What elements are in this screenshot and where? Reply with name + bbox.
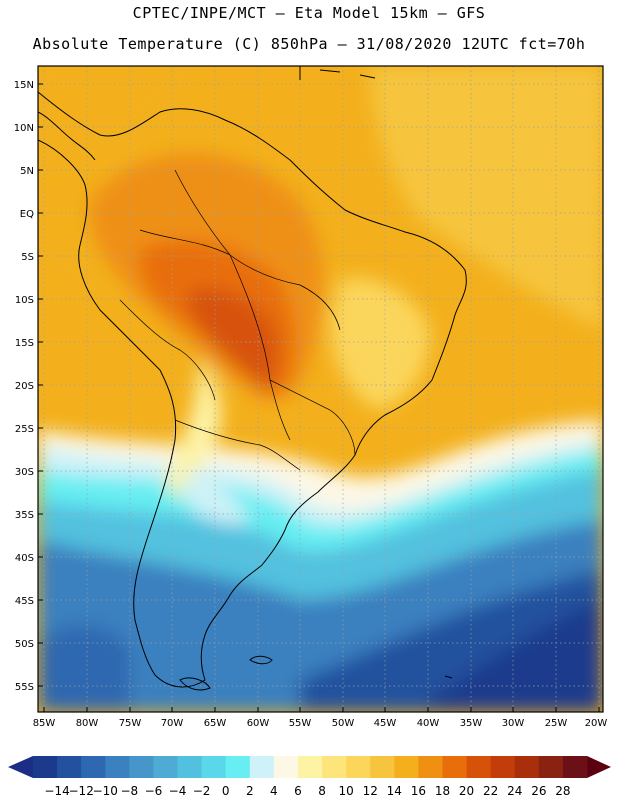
longitude-labels: 85W 80W 75W 70W 65W 60W 55W 50W 45W 40W … (33, 718, 608, 729)
colorbar-low-end (8, 756, 33, 778)
colorbar-swatch (562, 756, 588, 778)
lon-label: 20W (585, 718, 608, 729)
colorbar-swatch (490, 756, 516, 778)
colorbar-swatch (105, 756, 130, 778)
lat-label: 10N (14, 123, 34, 134)
lon-label: 25W (545, 718, 568, 729)
colorbar-label: 10 (338, 784, 353, 798)
colorbar-label: 26 (531, 784, 546, 798)
colorbar-label: −8 (120, 784, 138, 798)
lat-label: 15N (14, 80, 34, 91)
colorbar-high-end (587, 756, 611, 778)
lon-label: 35W (460, 718, 483, 729)
colorbar-label: −14 (44, 784, 69, 798)
colorbar-labels: −14−12−10 −8 −6 −4 −2 0 2 4 6 8 10 12 14 16 18 20 22 24 26… (44, 784, 570, 798)
lat-label: 50S (15, 639, 34, 650)
colorbar-swatch (249, 756, 275, 778)
colorbar-swatch (225, 756, 251, 778)
lon-label: 85W (33, 718, 56, 729)
colorbar-swatch (322, 756, 347, 778)
colorbar-swatches (33, 756, 588, 778)
colorbar-label: 0 (222, 784, 230, 798)
lon-label: 30W (502, 718, 525, 729)
colorbar-swatch (81, 756, 106, 778)
colorbar-swatch (33, 756, 58, 778)
map-frame (37, 65, 604, 713)
colorbar-swatch (297, 756, 323, 778)
colorbar-swatch (57, 756, 82, 778)
lat-label: 30S (15, 467, 34, 478)
colorbar-label: 28 (555, 784, 570, 798)
colorbar-swatch (153, 756, 179, 778)
colorbar-label: −6 (145, 784, 163, 798)
colorbar-label: 12 (363, 784, 378, 798)
lon-label: 40W (417, 718, 440, 729)
colorbar-swatch (201, 756, 227, 778)
colorbar-label: −12 (69, 784, 94, 798)
lon-label: 60W (247, 718, 270, 729)
colorbar-swatch (129, 756, 154, 778)
lat-label: 10S (15, 295, 34, 306)
colorbar-label: −2 (193, 784, 211, 798)
lat-label: 15S (15, 338, 34, 349)
lat-label: 5N (20, 166, 34, 177)
colorbar-swatch (370, 756, 395, 778)
colorbar-label: 24 (507, 784, 522, 798)
lat-label: 40S (15, 553, 34, 564)
lon-label: 50W (332, 718, 355, 729)
colorbar-label: 22 (483, 784, 498, 798)
lon-label: 45W (374, 718, 397, 729)
lat-label: 55S (15, 682, 34, 693)
latitude-labels: 15N 10N 5N EQ 5S 10S 15S 20S 25S 30S 35S… (14, 80, 34, 693)
colorbar-label: 2 (246, 784, 254, 798)
colorbar-swatch (514, 756, 540, 778)
colorbar-label: 20 (459, 784, 474, 798)
lat-label: 25S (15, 424, 34, 435)
colorbar-label: 16 (411, 784, 426, 798)
lat-label: 35S (15, 510, 34, 521)
colorbar-label: 6 (294, 784, 302, 798)
lat-label: 45S (15, 596, 34, 607)
map-subtitle: Absolute Temperature (C) 850hPa – 31/08/… (32, 35, 586, 53)
colorbar-label: 8 (318, 784, 326, 798)
lat-label: EQ (20, 209, 34, 220)
colorbar-swatch (538, 756, 564, 778)
colorbar-label: 18 (435, 784, 450, 798)
lon-label: 65W (204, 718, 227, 729)
colorbar-swatch (394, 756, 419, 778)
colorbar-swatch (177, 756, 203, 778)
colorbar-label: 4 (270, 784, 278, 798)
colorbar-swatch (442, 756, 468, 778)
colorbar-swatch (273, 756, 299, 778)
colorbar-label: −10 (93, 784, 118, 798)
lat-label: 5S (21, 252, 34, 263)
lon-label: 55W (289, 718, 312, 729)
lat-label: 20S (15, 381, 34, 392)
colorbar-label: −4 (169, 784, 187, 798)
colorbar: −14−12−10 −8 −6 −4 −2 0 2 4 6 8 10 12 14 16 18 20 22 24 26… (8, 756, 611, 798)
colorbar-swatch (418, 756, 443, 778)
colorbar-label: 14 (387, 784, 402, 798)
lon-label: 75W (119, 718, 142, 729)
colorbar-swatch (346, 756, 371, 778)
map-title: CPTEC/INPE/MCT – Eta Model 15km – GFS (132, 4, 486, 22)
colorbar-swatch (466, 756, 492, 778)
lon-label: 80W (76, 718, 99, 729)
temperature-field (38, 66, 603, 712)
lon-label: 70W (161, 718, 184, 729)
coastline (38, 66, 467, 691)
axis-ticks (38, 83, 600, 712)
